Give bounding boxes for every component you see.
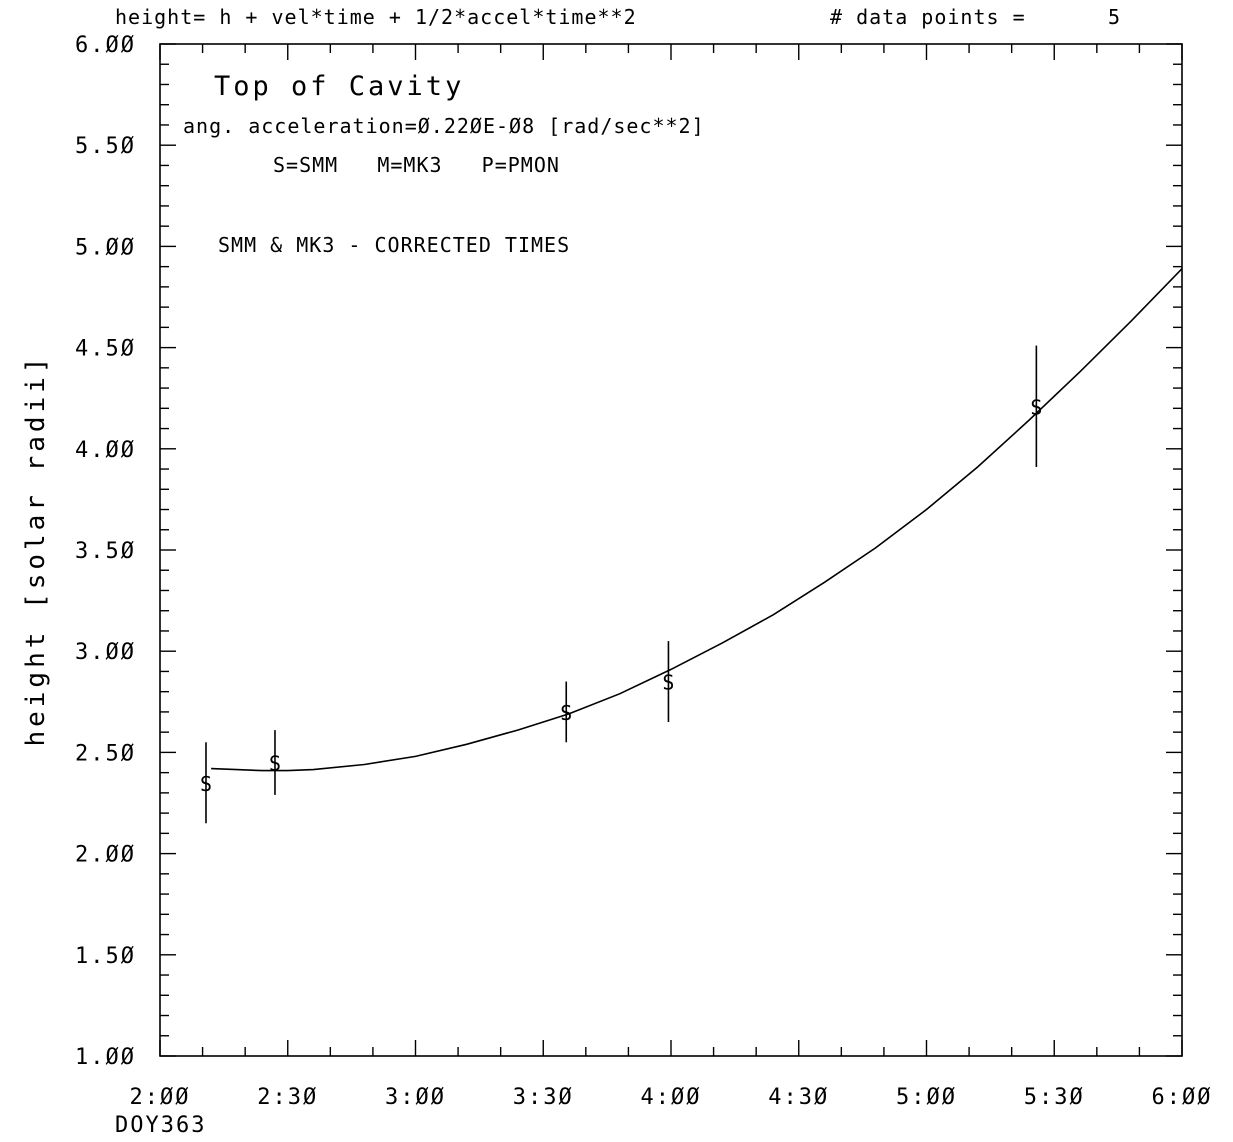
y-tick-label: 2.ØØ	[75, 843, 136, 868]
y-tick-label: 5.5Ø	[75, 134, 136, 159]
data-point-marker: S	[1030, 395, 1042, 419]
axis-ticks	[159, 43, 1183, 1057]
y-tick-label: 3.ØØ	[75, 640, 136, 665]
x-tick-label: 4:3Ø	[768, 1085, 829, 1110]
y-tick-label: 6.ØØ	[75, 33, 136, 58]
plot-frame	[159, 43, 1183, 1057]
y-tick-label: 2.5Ø	[75, 741, 136, 766]
y-tick-label: 5.ØØ	[75, 235, 136, 260]
x-tick-label: 2:ØØ	[130, 1085, 191, 1110]
acceleration-annotation: ang. acceleration=Ø.22ØE-Ø8 [rad/sec**2]	[183, 114, 705, 138]
x-tick-label: 5:3Ø	[1024, 1085, 1085, 1110]
y-tick-labels: 1.ØØ 1.5Ø 2.ØØ 2.5Ø 3.ØØ 3.5Ø 4.ØØ 4.5Ø 5.ØØ 5.5Ø…	[75, 33, 136, 1070]
x-tick-label: 3:ØØ	[385, 1085, 446, 1110]
x-tick-label: 6:ØØ	[1152, 1085, 1213, 1110]
x-tick-label: 3:3Ø	[513, 1085, 574, 1110]
x-tick-label: 5:ØØ	[896, 1085, 957, 1110]
data-point-marker: S	[200, 772, 212, 796]
data-points: S S S S S	[200, 345, 1042, 824]
header-points-count: 5	[1108, 5, 1121, 29]
data-point-marker: S	[560, 701, 572, 725]
y-tick-label: 1.5Ø	[75, 944, 136, 969]
x-tick-label: 2:3Ø	[257, 1085, 318, 1110]
y-tick-label: 4.5Ø	[75, 337, 136, 362]
x-tick-label: 4:ØØ	[641, 1085, 702, 1110]
y-tick-label: 3.5Ø	[75, 539, 136, 564]
data-point-marker: S	[269, 752, 281, 776]
y-tick-label: 4.ØØ	[75, 438, 136, 463]
data-point-marker: S	[662, 671, 674, 695]
y-axis-label: height [solar radii]	[21, 353, 51, 746]
fit-curve	[211, 268, 1183, 772]
x-axis-sublabel: DOY363	[115, 1113, 206, 1138]
correction-note: SMM & MK3 - CORRECTED TIMES	[218, 233, 570, 257]
header-points-label: # data points =	[830, 5, 1026, 29]
y-tick-label: 1.ØØ	[75, 1045, 136, 1070]
instrument-legend: S=SMM M=MK3 P=PMON	[273, 153, 560, 177]
header-equation: height= h + vel*time + 1/2*accel*time**2	[115, 5, 637, 29]
x-tick-labels: 2:ØØ 2:3Ø 3:ØØ 3:3Ø 4:ØØ 4:3Ø 5:ØØ 5:3Ø 6:ØØ	[130, 1085, 1213, 1110]
chart-title: Top of Cavity	[214, 71, 464, 102]
